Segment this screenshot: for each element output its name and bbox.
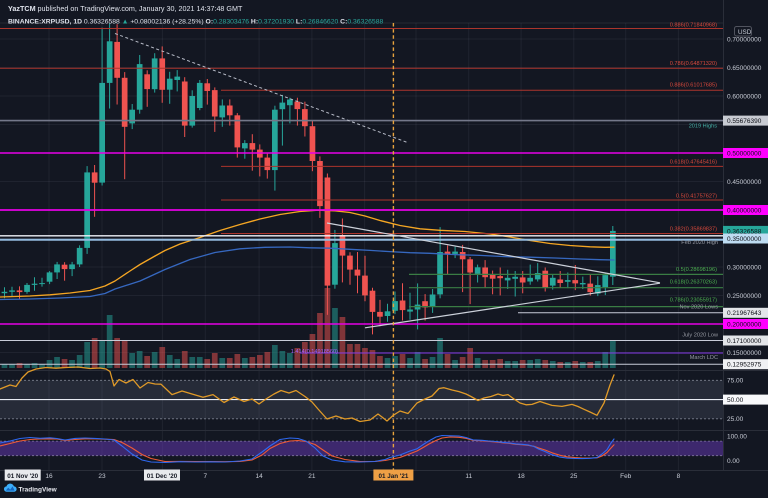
svg-text:0.40000000: 0.40000000 bbox=[727, 207, 762, 214]
svg-text:75.00: 75.00 bbox=[727, 378, 744, 385]
svg-text:25.00: 25.00 bbox=[727, 416, 744, 423]
svg-text:0.21967643: 0.21967643 bbox=[727, 310, 762, 317]
svg-text:March LDC: March LDC bbox=[690, 355, 718, 361]
svg-text:0.886(0.61017685): 0.886(0.61017685) bbox=[670, 83, 717, 89]
svg-text:18: 18 bbox=[517, 473, 525, 480]
svg-text:01 Jan '21: 01 Jan '21 bbox=[378, 473, 408, 480]
svg-text:0.50000000: 0.50000000 bbox=[727, 150, 762, 157]
svg-text:0.00: 0.00 bbox=[727, 458, 740, 465]
svg-text:USD: USD bbox=[738, 29, 752, 36]
svg-text:0.382(0.35869837): 0.382(0.35869837) bbox=[670, 227, 717, 233]
svg-text:BINANCE:XRPUSD, 1D 0.36326588: BINANCE:XRPUSD, 1D 0.36326588 ▲ +0.08002… bbox=[8, 19, 383, 26]
svg-text:0.55676390: 0.55676390 bbox=[727, 118, 762, 125]
svg-text:100.00: 100.00 bbox=[727, 434, 747, 441]
svg-text:8: 8 bbox=[677, 473, 681, 480]
svg-text:Feb 2020 High: Feb 2020 High bbox=[681, 240, 718, 246]
svg-text:50.00: 50.00 bbox=[727, 397, 744, 404]
svg-text:YazTCM published on TradingVie: YazTCM published on TradingView.com, Jan… bbox=[8, 4, 243, 13]
svg-text:11: 11 bbox=[465, 473, 472, 480]
svg-text:1.414(0.14918560): 1.414(0.14918560) bbox=[291, 349, 338, 355]
svg-text:21: 21 bbox=[308, 473, 316, 480]
svg-text:01 Nov '20: 01 Nov '20 bbox=[7, 473, 38, 480]
svg-text:0.30000000: 0.30000000 bbox=[727, 264, 762, 271]
svg-text:Feb: Feb bbox=[620, 473, 632, 480]
svg-text:0.25000000: 0.25000000 bbox=[727, 293, 762, 300]
svg-text:25: 25 bbox=[570, 473, 578, 480]
svg-text:0.618(0.47645416): 0.618(0.47645416) bbox=[670, 160, 717, 166]
svg-text:0.65000000: 0.65000000 bbox=[727, 65, 762, 72]
svg-text:0.5(0.41757627): 0.5(0.41757627) bbox=[676, 194, 717, 200]
svg-text:0.70000000: 0.70000000 bbox=[727, 36, 762, 43]
svg-text:0.886(0.71840968): 0.886(0.71840968) bbox=[670, 23, 717, 29]
svg-text:0.786(0.23055917): 0.786(0.23055917) bbox=[670, 298, 717, 304]
svg-text:0.36326588: 0.36326588 bbox=[727, 228, 762, 235]
svg-text:0.15000000: 0.15000000 bbox=[727, 350, 762, 357]
svg-text:0.5(0.28698196): 0.5(0.28698196) bbox=[676, 267, 717, 273]
svg-text:Nov 2020 Lows: Nov 2020 Lows bbox=[679, 304, 718, 310]
svg-text:14: 14 bbox=[255, 473, 263, 480]
svg-text:0.618(0.26370263): 0.618(0.26370263) bbox=[670, 280, 717, 286]
svg-text:2019 Highs: 2019 Highs bbox=[689, 124, 718, 130]
svg-text:0.12952975: 0.12952975 bbox=[727, 362, 762, 369]
svg-text:0.17100000: 0.17100000 bbox=[727, 338, 762, 345]
svg-text:July 2020 Low: July 2020 Low bbox=[682, 333, 719, 339]
svg-text:0.20000000: 0.20000000 bbox=[727, 321, 762, 328]
svg-text:16: 16 bbox=[45, 473, 53, 480]
svg-text:7: 7 bbox=[203, 473, 207, 480]
svg-text:23: 23 bbox=[98, 473, 106, 480]
svg-text:TradingView: TradingView bbox=[19, 487, 58, 494]
svg-text:0.45000000: 0.45000000 bbox=[727, 179, 762, 186]
svg-text:0.60000000: 0.60000000 bbox=[727, 93, 762, 100]
svg-text:0.786(0.64871320): 0.786(0.64871320) bbox=[670, 61, 717, 67]
svg-text:01 Dec '20: 01 Dec '20 bbox=[147, 473, 178, 480]
svg-text:0.35000000: 0.35000000 bbox=[727, 236, 762, 243]
